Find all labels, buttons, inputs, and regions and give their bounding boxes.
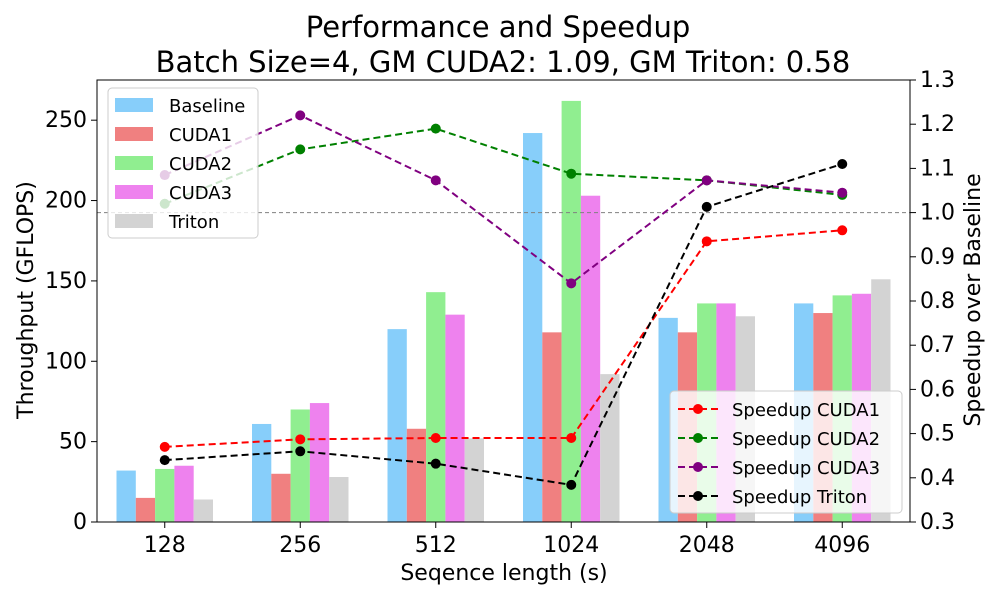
legend-label-speedup-cuda3: Speedup CUDA3 bbox=[732, 458, 880, 479]
y-tick-label-50: 50 bbox=[59, 430, 87, 455]
bar-cuda3-128 bbox=[174, 465, 194, 522]
bar-cuda1-256 bbox=[271, 473, 291, 522]
chart-title-line2: Batch Size=4, GM CUDA2: 1.09, GM Triton:… bbox=[156, 45, 851, 79]
legend-label-speedup-triton: Speedup Triton bbox=[732, 487, 867, 508]
x-tick-label-1024: 1024 bbox=[543, 533, 599, 558]
line-speedup-cuda1 bbox=[164, 229, 843, 448]
bar-triton-128 bbox=[193, 499, 213, 522]
point-speedup-triton-2048 bbox=[701, 201, 712, 212]
bar-cuda2-128 bbox=[155, 468, 175, 522]
bar-cuda1-128 bbox=[135, 497, 156, 522]
lines-group bbox=[159, 110, 848, 490]
point-speedup-triton-1024 bbox=[566, 479, 577, 490]
point-speedup-cuda2-256 bbox=[295, 144, 306, 155]
legend-lines: Speedup CUDA1 Speedup CUDA2 Speedup CUDA3 S… bbox=[669, 390, 903, 514]
legend-label-cuda1: CUDA1 bbox=[169, 125, 232, 146]
y-right-tick-label-0.8: 0.8 bbox=[920, 289, 955, 314]
y-right-tick-label-0.5: 0.5 bbox=[920, 422, 955, 447]
point-speedup-cuda3-4096 bbox=[837, 187, 848, 198]
point-speedup-cuda3-2048 bbox=[701, 175, 712, 186]
legend-swatch-baseline bbox=[115, 98, 153, 112]
y-tick-label-200: 200 bbox=[45, 189, 87, 214]
y-right-tick-label-0.4: 0.4 bbox=[920, 466, 955, 491]
legend-marker-speedup-cuda1 bbox=[693, 404, 703, 414]
legend-bars: Baseline CUDA1 CUDA2 CUDA3 Triton bbox=[107, 87, 259, 239]
bar-cuda1-1024 bbox=[542, 332, 562, 522]
y-right-tick-label-1.2: 1.2 bbox=[920, 112, 955, 137]
bar-cuda3-1024 bbox=[580, 195, 601, 522]
legend-swatch-cuda3 bbox=[115, 185, 153, 199]
y-right-tick-label-0.7: 0.7 bbox=[920, 333, 955, 358]
line-speedup-triton bbox=[164, 163, 843, 486]
point-speedup-cuda3-1024 bbox=[566, 278, 577, 289]
legend-label-speedup-cuda2: Speedup CUDA2 bbox=[732, 429, 880, 450]
point-speedup-triton-256 bbox=[295, 446, 306, 457]
bar-cuda2-1024 bbox=[561, 100, 581, 523]
legend-swatch-cuda1 bbox=[115, 127, 153, 141]
point-speedup-cuda3-256 bbox=[295, 110, 306, 121]
legend-label-cuda3: CUDA3 bbox=[169, 183, 232, 204]
bar-triton-512 bbox=[464, 438, 484, 522]
point-speedup-cuda1-128 bbox=[159, 441, 170, 452]
x-tick-label-4096: 4096 bbox=[814, 533, 870, 558]
bar-baseline-256 bbox=[252, 423, 272, 522]
point-speedup-cuda1-2048 bbox=[701, 236, 712, 247]
x-tick-label-2048: 2048 bbox=[679, 533, 735, 558]
y-tick-label-150: 150 bbox=[45, 269, 87, 294]
point-speedup-triton-128 bbox=[159, 455, 170, 466]
point-speedup-cuda2-1024 bbox=[566, 168, 577, 179]
chart-title-line1: Performance and Speedup bbox=[306, 10, 690, 44]
point-speedup-triton-512 bbox=[430, 458, 441, 469]
point-speedup-cuda1-4096 bbox=[837, 225, 848, 236]
legend-bars-frame bbox=[107, 87, 259, 239]
y-axis-right-label: Speedup over Baseline bbox=[961, 173, 986, 426]
bar-triton-256 bbox=[329, 476, 349, 522]
bar-cuda1-512 bbox=[406, 428, 427, 522]
x-tick-label-128: 128 bbox=[144, 533, 186, 558]
y-right-tick-label-0.6: 0.6 bbox=[920, 377, 955, 402]
point-speedup-cuda2-512 bbox=[430, 123, 441, 134]
point-speedup-cuda1-512 bbox=[430, 433, 441, 444]
line-speedup-cuda2 bbox=[164, 127, 843, 205]
legend-marker-speedup-triton bbox=[693, 491, 703, 501]
legend-label-baseline: Baseline bbox=[169, 96, 245, 117]
x-tick-label-256: 256 bbox=[279, 533, 321, 558]
y-right-tick-label-1.0: 1.0 bbox=[920, 201, 955, 226]
legend-marker-speedup-cuda2 bbox=[693, 433, 703, 443]
legend-swatch-triton bbox=[115, 214, 153, 228]
point-speedup-cuda3-512 bbox=[430, 175, 441, 186]
line-speedup-cuda3 bbox=[164, 114, 843, 285]
bar-baseline-1024 bbox=[523, 133, 543, 523]
legend-marker-speedup-cuda3 bbox=[693, 462, 703, 472]
y-axis-label: Throughput (GFLOPS) bbox=[14, 181, 39, 420]
legend-label-speedup-cuda1: Speedup CUDA1 bbox=[732, 400, 880, 421]
legend-label-triton: Triton bbox=[168, 212, 219, 233]
legend-lines-frame bbox=[669, 390, 903, 514]
y-right-tick-label-1.3: 1.3 bbox=[920, 68, 955, 93]
bar-cuda3-256 bbox=[309, 403, 330, 522]
bar-cuda2-512 bbox=[426, 292, 446, 522]
bar-triton-1024 bbox=[600, 374, 620, 522]
bar-cuda2-256 bbox=[290, 409, 310, 522]
bar-cuda3-512 bbox=[445, 314, 465, 522]
x-tick-label-512: 512 bbox=[415, 533, 457, 558]
point-speedup-triton-4096 bbox=[837, 158, 848, 169]
y-tick-label-100: 100 bbox=[45, 349, 87, 374]
point-speedup-cuda1-1024 bbox=[566, 433, 577, 444]
x-axis-label: Seqence length (s) bbox=[400, 561, 607, 586]
y-tick-label-250: 250 bbox=[45, 108, 87, 133]
point-speedup-cuda1-256 bbox=[295, 434, 306, 445]
legend-swatch-cuda2 bbox=[115, 156, 153, 170]
bar-baseline-512 bbox=[387, 329, 407, 522]
y-right-tick-label-0.3: 0.3 bbox=[920, 510, 955, 535]
axes-group: 128 256 512 1024 2048 4096 0 50 100 150 200 250 0.3 0… bbox=[45, 68, 955, 558]
y-right-tick-label-0.9: 0.9 bbox=[920, 245, 955, 270]
legend-label-cuda2: CUDA2 bbox=[169, 154, 232, 175]
bar-baseline-128 bbox=[116, 470, 136, 522]
y-tick-label-0: 0 bbox=[73, 510, 87, 535]
y-right-tick-label-1.1: 1.1 bbox=[920, 156, 955, 181]
